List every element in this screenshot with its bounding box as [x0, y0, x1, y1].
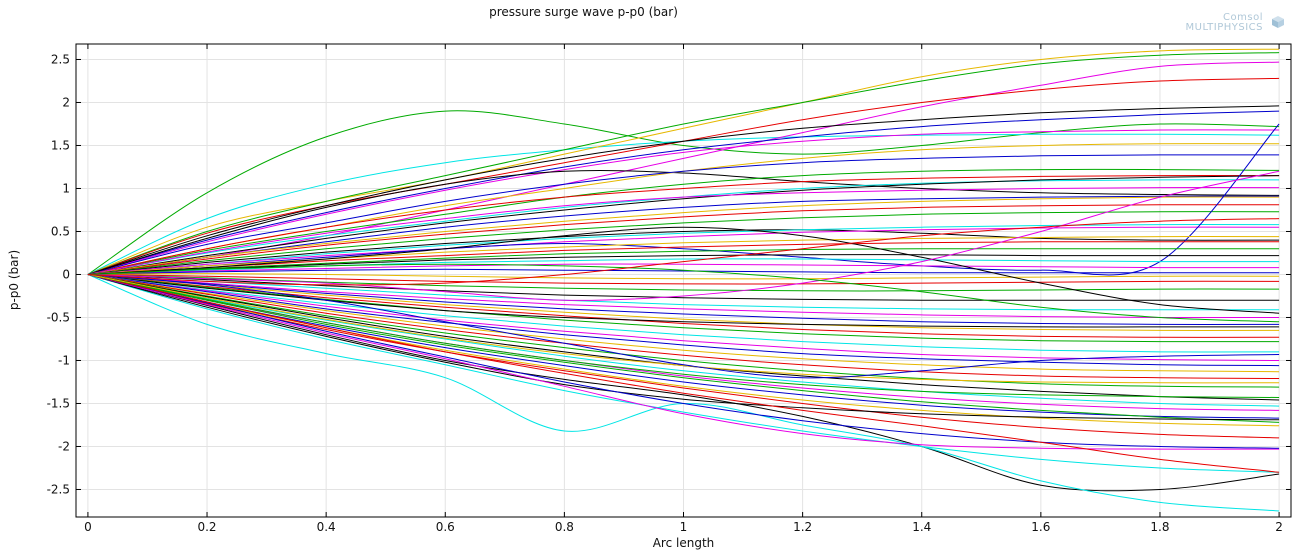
series-line-s60 — [87, 274, 1280, 421]
series-line-s3 — [87, 48, 1280, 275]
y-tick-label: 0 — [62, 267, 70, 281]
series-line-s48 — [87, 274, 1280, 379]
series-line-s56 — [87, 274, 1280, 423]
series-line-s28 — [87, 248, 1280, 275]
y-axis-label: p-p0 (bar) — [7, 249, 21, 311]
series-line-s59 — [87, 274, 1280, 473]
series-line-s26 — [87, 236, 1280, 275]
series-line-s46 — [87, 274, 1280, 367]
series-line-s4 — [87, 52, 1280, 275]
series-line-s69 — [87, 263, 1280, 323]
series-line-s68 — [87, 170, 1280, 301]
series-line-s66 — [87, 274, 1280, 379]
y-tick-label: 1.5 — [51, 138, 70, 152]
x-tick-label: 1.8 — [1150, 520, 1169, 534]
series-line-s62 — [87, 274, 1280, 449]
series-line-s7 — [87, 105, 1280, 275]
series-line-s33 — [87, 273, 1280, 280]
series-line-s53 — [87, 274, 1280, 419]
series-line-s8 — [87, 110, 1280, 275]
series-line-s35 — [87, 274, 1280, 292]
series-line-s17 — [87, 187, 1280, 275]
x-tick-label: 1.6 — [1031, 520, 1050, 534]
series-line-s31 — [87, 263, 1280, 275]
series-line-s44 — [87, 274, 1280, 353]
series-line-s10 — [87, 170, 1280, 275]
y-tick-label: -2 — [58, 439, 70, 453]
x-tick-label: 0.4 — [317, 520, 336, 534]
series-line-s54 — [87, 274, 1280, 427]
series-line-s61 — [87, 274, 1280, 450]
y-tick-label: -1.5 — [47, 396, 70, 410]
series-lines — [87, 48, 1280, 512]
series-line-s42 — [87, 274, 1280, 343]
series-line-s34 — [87, 274, 1280, 285]
series-line-s67 — [87, 226, 1280, 314]
x-tick-label: 2 — [1275, 520, 1283, 534]
x-tick-label: 0.2 — [197, 520, 216, 534]
series-line-s29 — [87, 254, 1280, 275]
series-line-s9 — [87, 129, 1280, 275]
series-line-s24 — [87, 226, 1280, 275]
series-line-s19 — [87, 196, 1280, 275]
y-tick-label: 2 — [62, 95, 70, 109]
y-tick-label: -0.5 — [47, 310, 70, 324]
y-tick-label: 1 — [62, 181, 70, 195]
series-line-s51 — [87, 274, 1280, 407]
y-tick-label: 0.5 — [51, 224, 70, 238]
series-line-s6 — [87, 77, 1280, 275]
series-line-s27 — [87, 241, 1280, 275]
cube-icon — [1272, 16, 1284, 28]
logo-line1: Comsol — [1223, 12, 1263, 23]
x-tick-label: 0.6 — [436, 520, 455, 534]
x-axis-label: Arc length — [652, 536, 715, 550]
series-line-s25 — [87, 123, 1280, 276]
series-line-s21 — [87, 211, 1280, 275]
series-line-s32 — [87, 268, 1280, 275]
series-line-s40 — [87, 274, 1280, 331]
series-line-s18 — [87, 195, 1280, 275]
series-line-s57 — [87, 274, 1280, 492]
series-line-s38 — [87, 274, 1280, 319]
x-tick-label: 1.2 — [793, 520, 812, 534]
logo-text: Comsol MULTIPHYSICS — [1186, 13, 1263, 33]
x-tick-label: 0.8 — [555, 520, 574, 534]
series-line-s49 — [87, 274, 1280, 388]
axes: 0 0.2 0.4 0.6 0.8 1 1.2 1.4 1.6 1.8 2 -2.5 -2 -1.5 -1 -… — [47, 43, 1292, 534]
x-tick-label: 1 — [680, 520, 688, 534]
comsol-logo: Comsol MULTIPHYSICS — [1167, 13, 1287, 35]
series-line-s16 — [87, 175, 1280, 275]
logo-line2: MULTIPHYSICS — [1185, 22, 1263, 33]
x-tick-label: 0 — [84, 520, 92, 534]
series-line-s22 — [87, 229, 1280, 275]
series-line-s43 — [87, 274, 1280, 328]
series-line-s47 — [87, 274, 1280, 373]
series-line-s12 — [87, 154, 1280, 275]
x-tick-label: 1.4 — [912, 520, 931, 534]
chart-title: pressure surge wave p-p0 (bar) — [489, 5, 678, 19]
series-line-s63 — [87, 274, 1280, 473]
series-line-s20 — [87, 204, 1280, 275]
y-tick-label: -2.5 — [47, 482, 70, 496]
y-tick-label: -1 — [58, 353, 70, 367]
series-line-s5 — [87, 61, 1280, 275]
series-line-s37 — [87, 274, 1280, 311]
series-line-s64 — [87, 274, 1280, 398]
series-line-s70 — [87, 218, 1280, 286]
series-line-s13 — [87, 168, 1280, 275]
series-line-s14 — [87, 175, 1280, 275]
y-tick-label: 2.5 — [51, 52, 70, 66]
series-line-s39 — [87, 274, 1280, 325]
series-line-s65 — [87, 274, 1280, 384]
